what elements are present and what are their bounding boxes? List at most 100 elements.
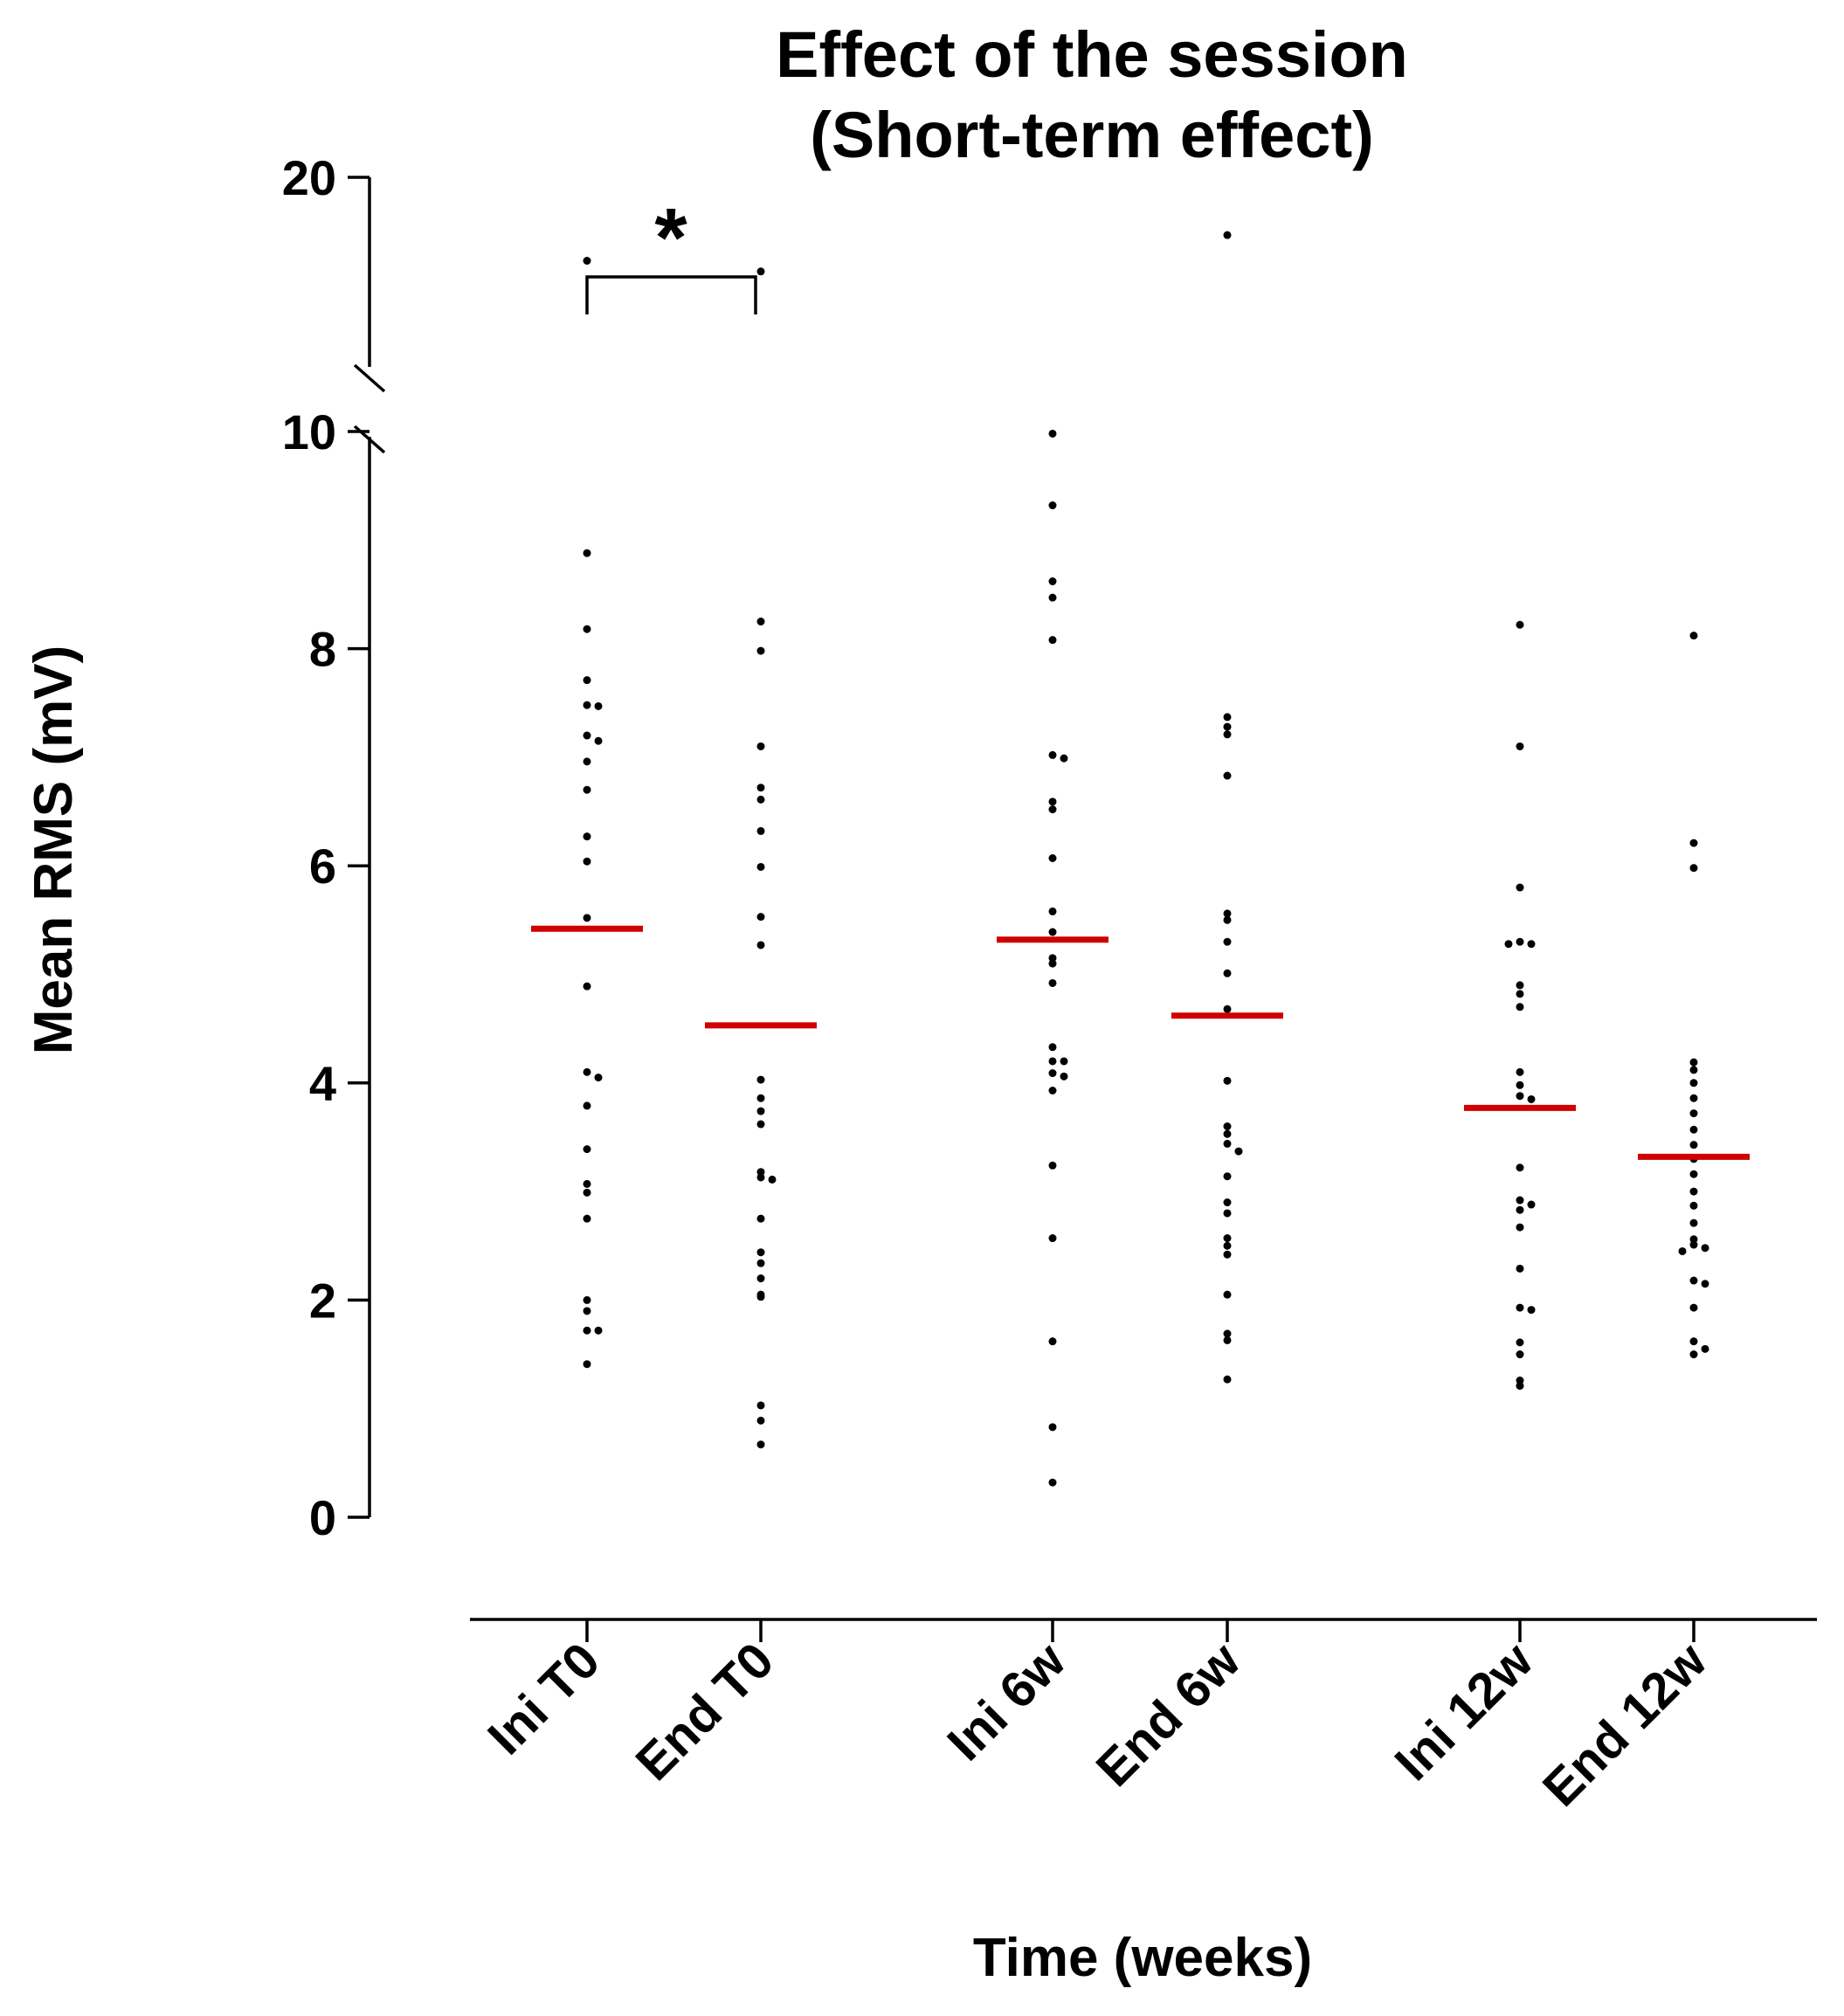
data-point: [1689, 1109, 1698, 1118]
data-point: [756, 1168, 765, 1177]
data-point: [1516, 1264, 1524, 1273]
data-point: [583, 731, 591, 740]
data-point: [1689, 1058, 1698, 1067]
data-point: [1689, 1170, 1698, 1178]
data-point: [1234, 1147, 1243, 1156]
data-point: [1701, 1244, 1709, 1253]
data-point: [583, 785, 591, 794]
data-point: [1223, 730, 1232, 739]
data-point: [1060, 1057, 1068, 1066]
data-point: [1516, 1092, 1524, 1101]
data-point: [1048, 1057, 1057, 1066]
y-axis-break-mark-upper: [353, 363, 386, 393]
data-point: [1223, 937, 1232, 946]
data-point: [1689, 839, 1698, 847]
data-point: [756, 267, 765, 276]
data-point: [1516, 1350, 1524, 1359]
data-point: [1048, 853, 1057, 862]
data-point: [1516, 883, 1524, 892]
data-point: [1223, 771, 1232, 780]
data-point: [1048, 907, 1057, 915]
data-point: [1060, 754, 1068, 763]
mean-lines: [531, 925, 1750, 1160]
data-point: [583, 676, 591, 685]
data-point: [1223, 1336, 1232, 1344]
significance-star: *: [654, 191, 687, 285]
data-points: [583, 231, 1709, 1487]
data-point: [1689, 1219, 1698, 1227]
data-point: [583, 1101, 591, 1110]
chart-title-line-1: Effect of the session: [776, 18, 1408, 91]
data-point: [756, 941, 765, 949]
data-point: [1689, 1303, 1698, 1312]
data-point: [1223, 1290, 1232, 1299]
chart-title-line-2: (Short-term effect): [810, 99, 1373, 171]
data-point: [583, 1067, 591, 1076]
data-point: [1689, 1201, 1698, 1210]
data-point: [1516, 1205, 1524, 1214]
data-point: [1223, 909, 1232, 918]
data-point: [1689, 632, 1698, 640]
data-point: [1048, 1234, 1057, 1243]
data-point: [1223, 713, 1232, 721]
data-point: [1689, 1187, 1698, 1196]
y-tick-label: 0: [309, 1490, 336, 1545]
data-point: [1048, 593, 1057, 602]
data-point: [583, 1145, 591, 1154]
data-point: [756, 795, 765, 804]
data-point: [1048, 954, 1057, 963]
data-point: [1516, 1163, 1524, 1172]
data-point: [1223, 1329, 1232, 1338]
data-point: [583, 549, 591, 557]
data-point: [1223, 1005, 1232, 1013]
data-point: [756, 618, 765, 626]
x-tick-label: End 12w: [1532, 1632, 1718, 1818]
data-point: [1527, 1200, 1536, 1209]
data-point: [756, 1107, 765, 1115]
data-point: [1516, 981, 1524, 990]
data-point: [1689, 1276, 1698, 1285]
data-point: [1048, 1161, 1057, 1170]
data-point: [1223, 1076, 1232, 1085]
data-point: [1527, 1094, 1536, 1103]
data-point: [756, 1293, 765, 1301]
data-point: [1048, 577, 1057, 586]
data-point: [1048, 1087, 1057, 1095]
data-point: [1048, 959, 1057, 968]
data-point: [583, 757, 591, 766]
data-point: [1060, 1072, 1068, 1080]
data-point: [1048, 978, 1057, 987]
data-point: [1048, 1043, 1057, 1052]
x-tick-label: Ini 6w: [936, 1632, 1077, 1772]
data-point: [583, 1360, 591, 1369]
data-point: [756, 1401, 765, 1410]
data-point: [1223, 722, 1232, 731]
data-point: [1689, 1240, 1698, 1249]
data-point: [1527, 940, 1536, 949]
data-point: [1516, 1376, 1524, 1384]
data-point: [1516, 1196, 1524, 1205]
data-point: [1689, 1094, 1698, 1102]
x-tick-label: Ini 12w: [1384, 1632, 1544, 1792]
data-point: [1223, 915, 1232, 924]
data-point: [756, 1248, 765, 1257]
data-point: [1516, 1382, 1524, 1391]
data-point: [1223, 1172, 1232, 1181]
data-point: [1223, 1209, 1232, 1218]
data-point: [1689, 864, 1698, 873]
data-point: [583, 257, 591, 266]
data-point: [583, 1326, 591, 1335]
data-point: [583, 701, 591, 709]
data-point: [1223, 1241, 1232, 1250]
data-point: [1223, 1129, 1232, 1138]
data-point: [756, 1173, 765, 1182]
chart-title: Effect of the session (Short-term effect…: [776, 18, 1408, 171]
data-point: [583, 832, 591, 841]
y-tick-label: 4: [309, 1056, 336, 1111]
data-point: [1223, 1139, 1232, 1148]
data-point: [1516, 742, 1524, 750]
y-tick-label: 6: [309, 839, 336, 894]
